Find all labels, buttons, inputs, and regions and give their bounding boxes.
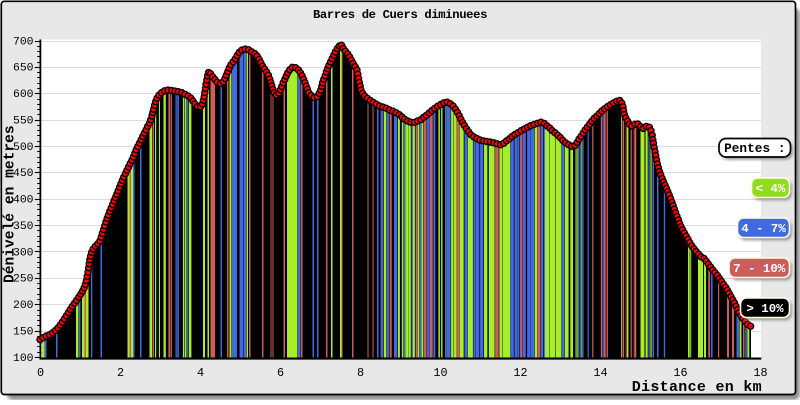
svg-text:2: 2 [117,366,124,380]
svg-text:4 - 7%: 4 - 7% [741,222,786,236]
svg-text:150: 150 [13,326,34,338]
svg-text:Distance en km: Distance en km [632,379,762,396]
svg-text:8: 8 [357,366,364,380]
svg-text:100: 100 [13,353,34,365]
svg-text:700: 700 [13,36,34,48]
svg-text:12: 12 [513,366,527,380]
svg-text:600: 600 [13,89,34,101]
svg-text:6: 6 [277,366,284,380]
svg-text:Barres de Cuers diminuees: Barres de Cuers diminuees [313,8,487,22]
svg-text:Dénivelé en metres: Dénivelé en metres [3,125,19,283]
svg-text:4: 4 [197,366,204,380]
svg-text:7 - 10%: 7 - 10% [733,262,786,276]
svg-text:< 4%: < 4% [756,182,786,196]
svg-text:10: 10 [433,366,447,380]
svg-text:200: 200 [13,300,34,312]
svg-text:> 10%: > 10% [746,302,784,316]
svg-text:Pentes :: Pentes : [724,141,785,156]
svg-text:14: 14 [593,366,607,380]
svg-text:0: 0 [37,366,44,380]
svg-text:650: 650 [13,63,34,75]
